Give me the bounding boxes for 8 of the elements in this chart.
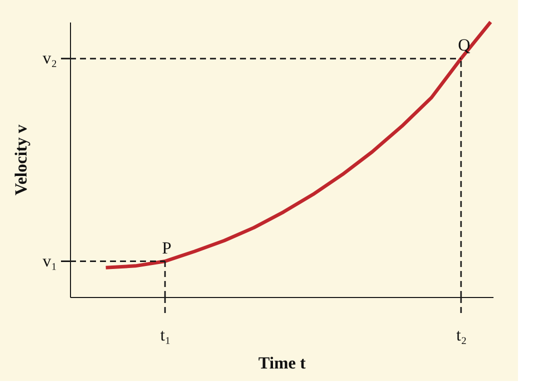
x-tick-label: t₁ <box>160 326 171 344</box>
x-axis-title: Time t <box>258 354 306 372</box>
y-axis-title: Velocity v <box>12 124 30 196</box>
x-tick-label: t₂ <box>456 326 467 344</box>
annotation: P <box>162 238 172 258</box>
annotation: Q <box>458 36 470 55</box>
ref-line-label: v₂ <box>42 48 57 68</box>
ref-line-label: v₁ <box>42 251 57 270</box>
